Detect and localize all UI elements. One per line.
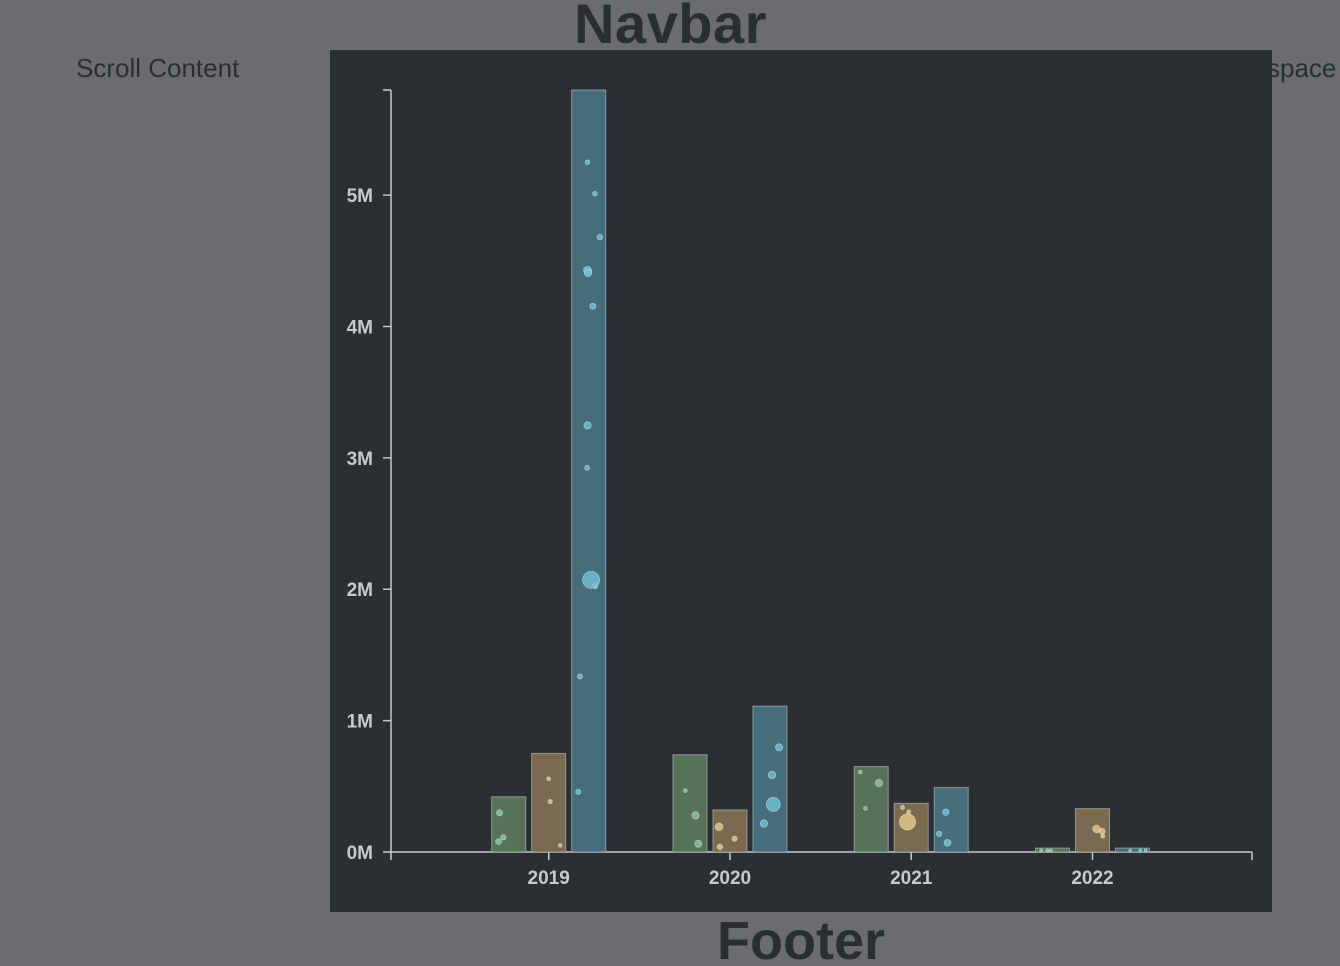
y-tick-label: 1M [347, 712, 373, 733]
footer-title: Footer [717, 911, 885, 966]
y-tick-label: 4M [347, 317, 373, 338]
bar-bubble [575, 788, 582, 795]
bar-bubble [1100, 833, 1106, 839]
bar-bubble [1143, 848, 1148, 853]
bar-bubble [1092, 824, 1101, 834]
bar-bubble [589, 302, 597, 310]
bar-bubble [942, 808, 950, 816]
scroll-content-label: Scroll Content [76, 53, 240, 83]
bar-bubble [765, 797, 781, 812]
bar-bubble [557, 843, 563, 848]
bar-bubble [694, 839, 703, 848]
bar-bubble [583, 421, 592, 430]
x-tick-label: 2019 [528, 868, 570, 889]
bar-series-3-2022 [1114, 847, 1150, 853]
navbar-title: Navbar [574, 0, 767, 55]
bar-bubble [596, 233, 604, 241]
bar-series-3-2019 [571, 89, 607, 853]
bar-bubble [584, 464, 591, 471]
x-tick-label: 2021 [890, 868, 933, 889]
x-tick-label: 2020 [709, 868, 751, 889]
bar-series-1-2021 [853, 766, 889, 853]
bar-bubble [683, 788, 688, 793]
bar-series-3-2021 [933, 787, 969, 853]
bar-bubble [577, 673, 583, 680]
bar-bubble [731, 835, 738, 842]
bar-bubble [500, 834, 507, 841]
bar-bubble [1039, 848, 1044, 853]
bar-bubble [1045, 848, 1050, 853]
y-tick-label: 3M [347, 449, 373, 470]
bar-bubble [767, 770, 777, 780]
bar-bubble [900, 805, 906, 811]
bar-bubble [546, 776, 552, 782]
bar-bubble [898, 813, 917, 831]
bar-bubble [906, 809, 912, 815]
bar-bubble [714, 822, 724, 832]
bar-bubble [495, 838, 502, 845]
bar-bubble [857, 769, 863, 775]
bar-bubble [1128, 848, 1133, 853]
bar-bubble [759, 819, 768, 828]
y-tick-label: 2M [347, 580, 373, 601]
bar-chart: 0M 1M 2M 3M 4M 5M 2019 2020 2021 2022 [347, 89, 1253, 889]
y-tick-label: 0M [347, 843, 373, 864]
bar-bubble [943, 839, 952, 847]
bar-series-1-2020 [672, 754, 708, 853]
bar-bubble [547, 799, 553, 805]
bar-bubble [582, 570, 600, 589]
bar-series-3-2020 [752, 705, 788, 853]
bar-series-1-2022 [1034, 847, 1070, 853]
bar-bubble [584, 159, 591, 165]
bar-bubble [583, 268, 593, 278]
space-label: space [1267, 53, 1337, 83]
bar-bubble [1048, 848, 1053, 853]
y-tick-label: 5M [347, 186, 373, 207]
bar-bubble [875, 778, 884, 788]
bar-bubble [775, 743, 783, 752]
bar-bubble [691, 811, 700, 820]
bar-bubble [592, 190, 598, 197]
bar-bubble [716, 843, 724, 851]
x-tick-label: 2022 [1071, 868, 1113, 889]
bar-bubble [496, 809, 503, 817]
chart-panel: 0M 1M 2M 3M 4M 5M 2019 2020 2021 2022 [330, 50, 1272, 912]
bar-bubble [863, 806, 868, 811]
bar-bubble [1138, 848, 1143, 853]
bar-bubble [936, 830, 943, 838]
